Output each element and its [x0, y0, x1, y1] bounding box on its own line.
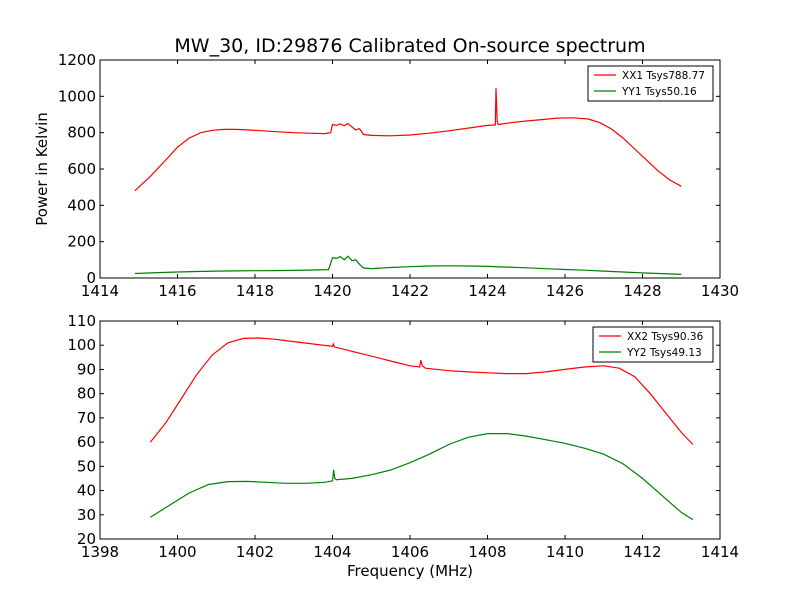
legend-box [587, 65, 714, 102]
series-lines [149, 337, 694, 521]
x-tick-label: 1428 [623, 282, 661, 300]
x-axis-label: Frequency (MHz) [347, 562, 473, 580]
y-tick-label: 80 [77, 385, 96, 403]
y-axis-label: Power in Kelvin [33, 112, 51, 226]
y-tick-label: 800 [67, 124, 96, 142]
x-tick-label: 1398 [81, 543, 119, 561]
series-lines [134, 88, 682, 275]
x-tick-label: 1422 [391, 282, 429, 300]
legend-entry-label: YY2 Tsys49.13 [626, 347, 702, 359]
y-tick-label: 30 [77, 506, 96, 524]
series-line-yy [150, 433, 694, 521]
y-tick-label: 40 [77, 482, 96, 500]
y-tick-label: 110 [67, 312, 96, 330]
x-tick-label: 1406 [391, 543, 429, 561]
legend-entry-label: XX1 Tsys788.77 [622, 70, 705, 82]
x-tick-label: 1408 [468, 543, 506, 561]
y-tick-label: 70 [77, 409, 96, 427]
x-tick-label: 1410 [546, 543, 584, 561]
x-tick-label: 1412 [623, 543, 661, 561]
y-tick-label: 20 [77, 530, 96, 548]
y-tick-label: 1000 [58, 87, 96, 105]
legend-entry-label: XX2 Tsys90.36 [627, 331, 704, 343]
x-tick-label: 1430 [701, 282, 739, 300]
x-tick-label: 1418 [236, 282, 274, 300]
x-tick-label: 1414 [81, 282, 119, 300]
y-tick-label: 600 [67, 160, 96, 178]
legend: XX2 Tsys90.36 YY2 Tsys49.13 [592, 326, 714, 363]
figure-title: MW_30, ID:29876 Calibrated On-source spe… [174, 35, 645, 57]
y-tick-label: 1200 [58, 51, 96, 69]
x-tick-label: 1424 [468, 282, 506, 300]
x-tick-label: 1414 [701, 543, 739, 561]
top-panel: 1414 1416 1418 1420 1422 1424 1426 1428 1430 0 200… [33, 51, 739, 300]
y-tick-label: 0 [86, 269, 96, 287]
x-tick-label: 1420 [313, 282, 351, 300]
y-tick-label: 60 [77, 433, 96, 451]
y-tick-label: 100 [67, 336, 96, 354]
legend: XX1 Tsys788.77 YY1 Tsys50.16 [587, 65, 714, 102]
x-tick-label: 1400 [158, 543, 196, 561]
y-tick-label: 200 [67, 233, 96, 251]
series-line-yy [134, 255, 682, 275]
y-tick-label: 90 [77, 360, 96, 378]
x-tick-label: 1404 [313, 543, 351, 561]
y-tick-label: 400 [67, 196, 96, 214]
x-tick-label: 1402 [236, 543, 274, 561]
legend-box [592, 326, 714, 363]
legend-entry-label: YY1 Tsys50.16 [621, 86, 697, 98]
x-tick-label: 1416 [158, 282, 196, 300]
series-line-xx [149, 337, 694, 445]
x-tick-label: 1426 [546, 282, 584, 300]
bottom-panel: 1398 1400 1402 1404 1406 1408 1410 1412 1414 20 30… [67, 312, 739, 580]
y-tick-label: 50 [77, 457, 96, 475]
series-line-xx [134, 88, 682, 192]
